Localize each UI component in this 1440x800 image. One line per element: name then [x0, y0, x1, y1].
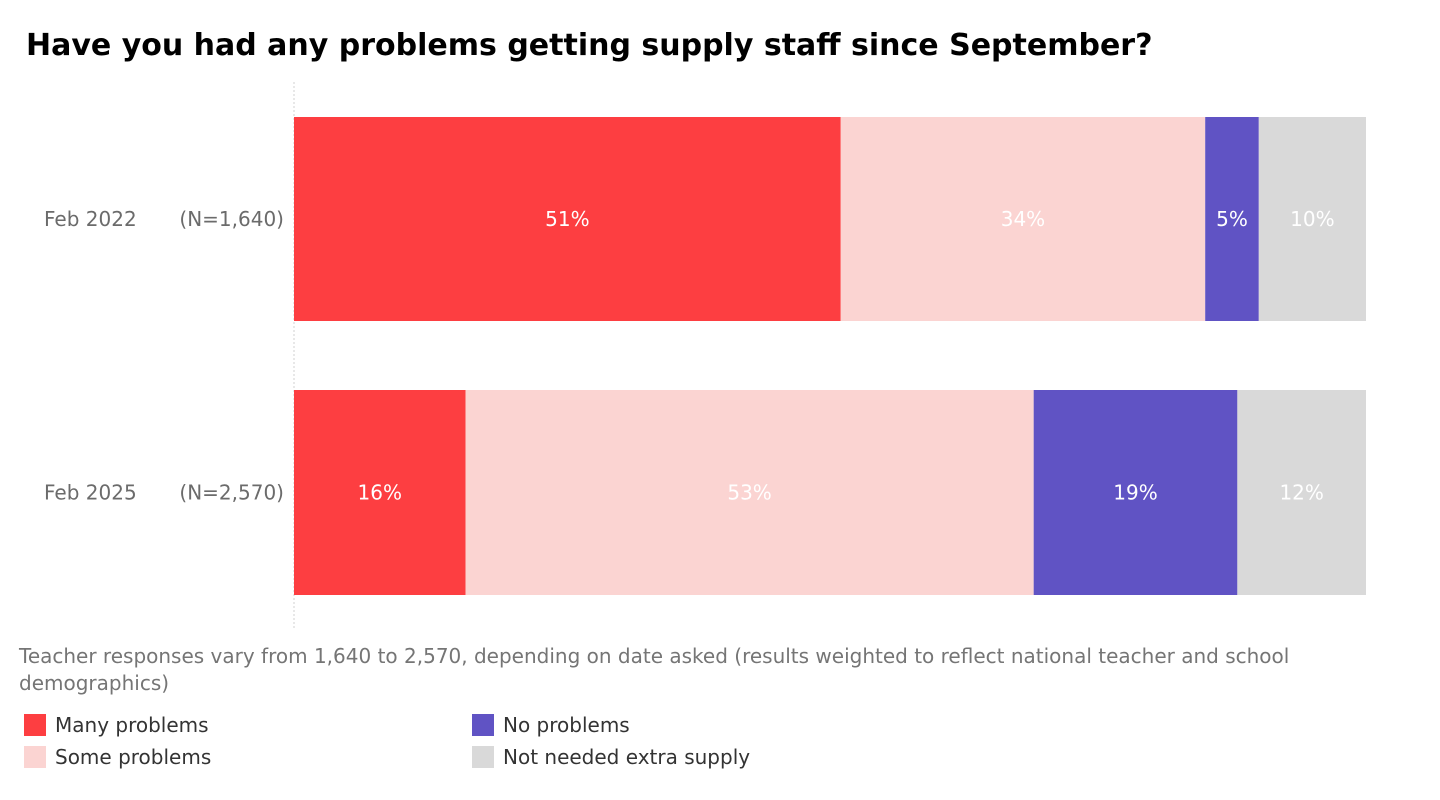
- category-label: Feb 2022: [44, 207, 137, 231]
- stacked-bar-chart: Feb 2022 (N=1,640) 51% 34% 5% 10% Feb 2025 (N=2…: [44, 82, 1366, 628]
- legend-item: Some problems: [24, 745, 211, 769]
- legend-label: Not needed extra supply: [503, 745, 751, 769]
- data-label: 53%: [727, 481, 771, 505]
- chart-title: Have you had any problems getting supply…: [26, 28, 1153, 63]
- legend-item: Not needed extra supply: [472, 745, 750, 769]
- bar-segment-many-problems: [294, 390, 466, 595]
- legend-label: No problems: [503, 713, 630, 737]
- data-label: 12%: [1279, 481, 1323, 505]
- data-label: 51%: [545, 207, 589, 231]
- chart-note: Teacher responses vary from 1,640 to 2,5…: [19, 644, 1290, 695]
- data-label: 19%: [1113, 481, 1157, 505]
- bar-segment-some-problems: [465, 390, 1034, 595]
- bar-segment-no-problems: [1205, 117, 1259, 321]
- legend-swatch: [472, 746, 494, 768]
- legend-item: Many problems: [24, 713, 209, 737]
- sample-size-label: (N=2,570): [179, 481, 284, 505]
- bar-segment-many-problems: [294, 117, 841, 321]
- legend-swatch: [24, 746, 46, 768]
- sample-size-label: (N=1,640): [179, 207, 284, 231]
- data-label: 5%: [1216, 207, 1248, 231]
- legend-label: Many problems: [55, 713, 209, 737]
- bar-segment-not-needed-extra-supply: [1258, 117, 1366, 321]
- data-label: 34%: [1001, 207, 1045, 231]
- bar-segment-no-problems: [1033, 390, 1238, 595]
- bar-segment-some-problems: [840, 117, 1206, 321]
- data-label: 16%: [358, 481, 402, 505]
- data-label: 10%: [1290, 207, 1334, 231]
- bar-segment-not-needed-extra-supply: [1237, 390, 1366, 595]
- legend-label: Some problems: [55, 745, 212, 769]
- legend-swatch: [472, 714, 494, 736]
- category-label: Feb 2025: [44, 481, 137, 505]
- legend-swatch: [24, 714, 46, 736]
- legend-item: No problems: [472, 713, 630, 737]
